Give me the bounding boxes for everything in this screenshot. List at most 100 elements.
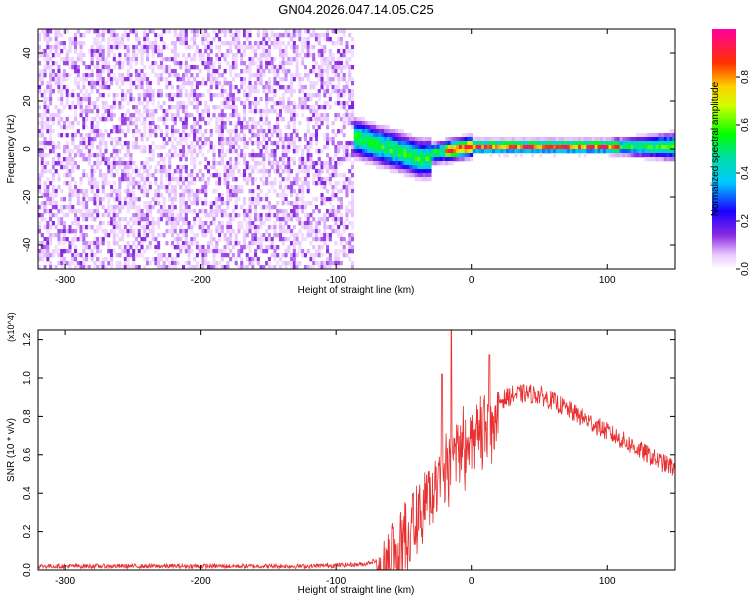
- heatmap-cell: [248, 217, 252, 222]
- heatmap-cell: [395, 161, 399, 166]
- heatmap-cell: [118, 117, 122, 122]
- heatmap-cell: [126, 241, 130, 246]
- heatmap-cell: [345, 209, 349, 214]
- heatmap-cell: [209, 237, 213, 242]
- heatmap-cell: [267, 69, 271, 74]
- heatmap-cell: [420, 161, 424, 166]
- heatmap-cell: [176, 105, 180, 110]
- heatmap-cell: [98, 225, 102, 230]
- heatmap-cell: [331, 173, 335, 178]
- heatmap-cell: [204, 197, 208, 202]
- heatmap-cell: [223, 89, 227, 94]
- heatmap-cell: [123, 141, 127, 146]
- heatmap-cell: [234, 233, 238, 238]
- heatmap-cell: [248, 33, 252, 38]
- heatmap-cell: [409, 149, 413, 154]
- heatmap-cell: [93, 229, 97, 234]
- heatmap-cell: [82, 241, 86, 246]
- heatmap-cell: [350, 149, 355, 154]
- heatmap-cell: [74, 185, 78, 190]
- heatmap-cell: [636, 149, 640, 154]
- heatmap-cell: [270, 241, 274, 246]
- heatmap-cell: [309, 109, 313, 114]
- heatmap-cell: [331, 165, 335, 170]
- heatmap-cell: [367, 157, 371, 162]
- heatmap-cell: [93, 169, 97, 174]
- heatmap-cell: [87, 213, 91, 218]
- heatmap-cell: [151, 233, 155, 238]
- heatmap-cell: [46, 29, 50, 34]
- heatmap-cell: [74, 61, 78, 66]
- heatmap-cell: [339, 105, 343, 110]
- heatmap-cell: [101, 57, 105, 62]
- heatmap-cell: [245, 213, 249, 218]
- heatmap-cell: [107, 49, 111, 54]
- heatmap-cell: [270, 225, 274, 230]
- heatmap-cell: [273, 189, 277, 194]
- heatmap-cell: [54, 49, 58, 54]
- heatmap-cell: [578, 145, 582, 150]
- heatmap-cell: [334, 85, 338, 90]
- heatmap-cell: [345, 205, 349, 210]
- heatmap-cell: [182, 229, 186, 234]
- heatmap-cell: [389, 149, 393, 154]
- heatmap-cell: [663, 145, 667, 150]
- heatmap-cell: [265, 177, 269, 182]
- heatmap-cell: [101, 197, 105, 202]
- heatmap-cell: [57, 157, 61, 162]
- heatmap-cell: [259, 213, 263, 218]
- heatmap-cell: [265, 141, 269, 146]
- heatmap-cell: [110, 217, 114, 222]
- heatmap-cell: [663, 153, 667, 158]
- heatmap-cell: [85, 213, 89, 218]
- heatmap-cell: [104, 81, 108, 86]
- heatmap-cell: [314, 249, 319, 254]
- heatmap-cell: [350, 161, 355, 166]
- heatmap-cell: [74, 165, 78, 170]
- heatmap-cell: [148, 133, 152, 138]
- heatmap-cell: [481, 141, 485, 146]
- heatmap-cell: [281, 209, 285, 214]
- heatmap-cell: [182, 197, 186, 202]
- heatmap-cell: [472, 149, 476, 154]
- heatmap-cell: [76, 101, 80, 106]
- heatmap-cell: [107, 69, 111, 74]
- heatmap-cell: [71, 37, 75, 42]
- heatmap-cell: [345, 213, 349, 218]
- heatmap-cell: [226, 101, 230, 106]
- heatmap-cell: [179, 237, 183, 242]
- heatmap-cell: [290, 169, 294, 174]
- heatmap-cell: [242, 33, 247, 38]
- heatmap-cell: [201, 81, 205, 86]
- heatmap-cell: [151, 153, 155, 158]
- heatmap-cell: [71, 169, 75, 174]
- heatmap-cell: [281, 97, 285, 102]
- heatmap-cell: [356, 149, 360, 154]
- heatmap-cell: [298, 189, 302, 194]
- heatmap-cell: [76, 197, 80, 202]
- heatmap-cell: [134, 209, 138, 214]
- heatmap-cell: [38, 89, 42, 94]
- heatmap-cell: [240, 225, 244, 230]
- heatmap-cell: [231, 65, 235, 70]
- heatmap-cell: [170, 49, 175, 54]
- heatmap-cell: [65, 237, 69, 242]
- heatmap-cell: [273, 213, 277, 218]
- heatmap-cell: [49, 197, 53, 202]
- heatmap-cell: [140, 57, 144, 62]
- heatmap-cell: [345, 117, 349, 122]
- heatmap-cell: [104, 129, 108, 134]
- heatmap-cell: [87, 133, 91, 138]
- heatmap-cell: [79, 237, 83, 242]
- heatmap-cell: [187, 65, 191, 70]
- heatmap-cell: [104, 141, 108, 146]
- heatmap-cell: [115, 93, 119, 98]
- heatmap-cell: [251, 177, 255, 182]
- heatmap-cell: [248, 197, 252, 202]
- heatmap-cell: [314, 197, 319, 202]
- heatmap-cell: [339, 29, 343, 34]
- heatmap-cell: [334, 221, 338, 226]
- heatmap-cell: [256, 197, 260, 202]
- heatmap-cell: [375, 161, 379, 166]
- heatmap-cell: [51, 45, 55, 50]
